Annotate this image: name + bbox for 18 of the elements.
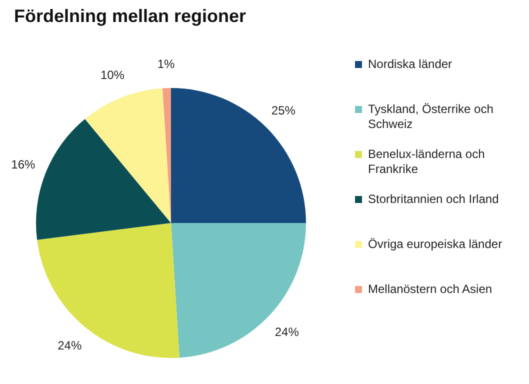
pie-slice	[84, 88, 171, 223]
data-label: 10%	[100, 68, 125, 82]
legend-label: Övriga europeiska länder	[368, 237, 502, 252]
data-label: 1%	[157, 57, 176, 72]
legend-label: Storbritannien och Irland	[368, 192, 499, 207]
legend-label: Mellanöstern och Asien	[368, 282, 492, 297]
pie-slice	[37, 223, 180, 358]
pie-slice	[171, 88, 306, 223]
legend-label: Tyskland, Österrike och Schweiz	[368, 102, 494, 132]
legend-label: Nordiska länder	[368, 57, 452, 72]
data-label: 25%	[271, 104, 296, 118]
data-label: 24%	[58, 338, 82, 353]
data-label: 16%	[11, 157, 36, 172]
legend-label: Benelux-länderna och Frankrike	[368, 147, 486, 177]
pie-slice	[171, 223, 306, 358]
chart-title: Fördelning mellan regioner	[14, 6, 246, 27]
pie-slice	[36, 118, 171, 240]
data-label: 24%	[274, 324, 300, 339]
